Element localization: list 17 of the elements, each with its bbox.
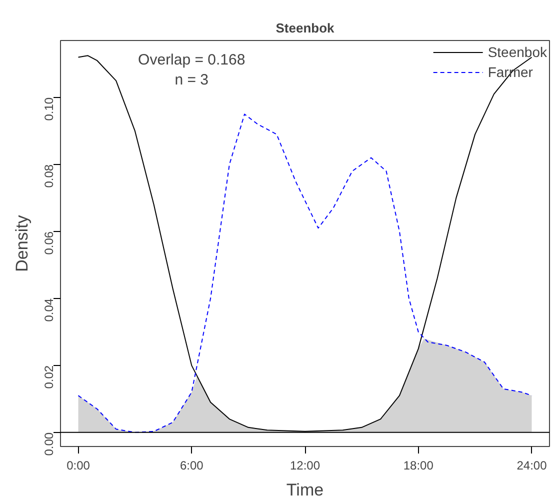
x-tick-label: 0:00 [66, 458, 90, 472]
y-tick-label: 0.08 [42, 164, 56, 188]
y-tick-label: 0.10 [42, 97, 56, 121]
y-tick-label: 0.00 [42, 432, 56, 456]
x-tick-label: 6:00 [180, 458, 204, 472]
annotation: n = 3 [174, 72, 209, 88]
annotation: Overlap = 0.168 [138, 52, 246, 68]
x-tick-label: 18:00 [403, 458, 434, 472]
x-tick-label: 12:00 [290, 458, 320, 472]
x-axis-title: Time [286, 480, 324, 500]
y-tick-label: 0.02 [42, 365, 56, 389]
chart-title: Steenbok [276, 20, 336, 36]
x-tick-label: 24:00 [516, 458, 548, 472]
legend-label: Steenbok [488, 44, 547, 60]
y-axis-title: Density [12, 214, 32, 272]
y-tick-label: 0.06 [42, 231, 56, 255]
y-tick-label: 0.04 [42, 298, 56, 322]
